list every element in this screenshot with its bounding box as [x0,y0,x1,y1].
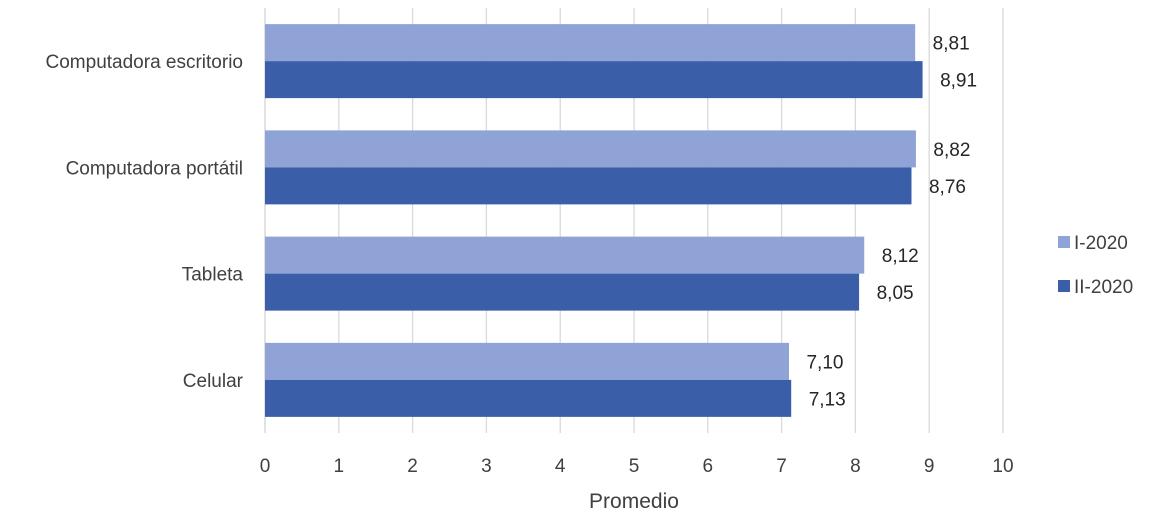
x-tick-label: 6 [703,456,714,477]
x-tick-label: 7 [776,456,787,477]
bar [265,61,923,99]
data-labels: 8,81 8,91 8,82 8,76 8,12 8,05 7,10 7,13 [806,34,977,411]
data-label: 8,05 [877,283,914,304]
data-label: 8,76 [929,177,966,198]
x-tick-label: 4 [555,456,566,477]
category-label: Tableta [182,265,244,286]
data-label: 8,82 [933,140,970,161]
data-label: 8,81 [933,34,970,55]
bar [265,342,789,380]
bar [265,273,860,311]
category-label: Celular [183,371,244,392]
legend: I-2020 II-2020 [1058,233,1133,298]
x-tick-label: 2 [407,456,418,477]
x-tick-label: 10 [992,456,1013,477]
category-labels: Computadora escritorio Computadora portát… [46,52,244,392]
x-tick-label: 3 [481,456,492,477]
x-tick-label: 1 [334,456,345,477]
bar [265,24,916,62]
bar [265,236,865,274]
x-tick-labels: 0 1 2 3 4 5 6 7 8 9 10 [260,456,1014,477]
bar [265,167,912,205]
x-tick-label: 0 [260,456,271,477]
bars [265,24,923,417]
category-label: Computadora portátil [66,158,243,179]
x-tick-label: 9 [924,456,935,477]
x-tick-label: 8 [850,456,861,477]
data-label: 8,91 [940,71,977,92]
data-label: 7,10 [806,352,843,373]
legend-swatch [1058,236,1070,248]
legend-swatch [1058,280,1070,292]
category-label: Computadora escritorio [46,52,243,73]
data-label: 7,13 [809,389,846,410]
data-label: 8,12 [882,246,919,267]
legend-label: II-2020 [1074,277,1133,298]
x-tick-label: 5 [629,456,640,477]
legend-label: I-2020 [1074,233,1128,254]
x-axis-title: Promedio [589,490,679,513]
bar [265,379,792,417]
bar [265,130,916,168]
